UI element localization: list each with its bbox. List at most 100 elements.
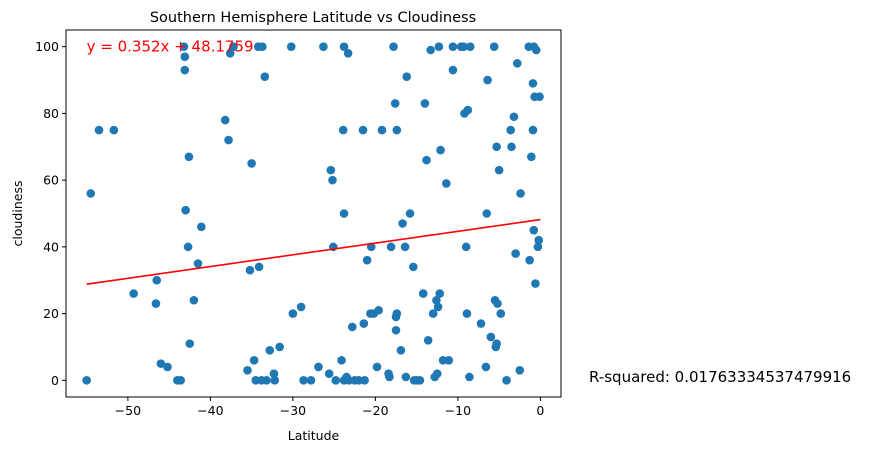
data-point xyxy=(492,339,501,348)
y-tick-label: 20 xyxy=(43,306,59,321)
data-point xyxy=(385,372,394,382)
data-point xyxy=(185,339,195,348)
data-point xyxy=(163,362,172,372)
data-point xyxy=(533,242,543,252)
data-point xyxy=(531,45,541,55)
data-point xyxy=(415,376,425,385)
data-point xyxy=(306,376,316,385)
data-point xyxy=(418,289,428,298)
data-point xyxy=(461,242,471,252)
data-points xyxy=(82,42,544,385)
y-tick-label: 60 xyxy=(43,173,59,188)
data-point xyxy=(229,42,238,51)
data-point xyxy=(433,302,443,312)
data-point xyxy=(534,235,544,245)
data-point xyxy=(426,45,435,55)
data-point xyxy=(265,345,275,355)
data-point xyxy=(435,289,445,298)
data-point xyxy=(249,356,259,365)
data-point xyxy=(516,189,525,198)
data-point xyxy=(528,125,538,135)
data-point xyxy=(400,242,410,252)
y-axis-ticks: 0 20 40 60 80 100 xyxy=(35,39,66,388)
x-tick-label: −10 xyxy=(445,403,471,418)
data-point xyxy=(389,42,398,51)
data-point xyxy=(288,309,298,318)
data-point xyxy=(509,112,519,122)
data-point xyxy=(181,205,190,215)
data-point xyxy=(359,319,369,328)
data-point xyxy=(525,255,534,265)
data-point xyxy=(94,125,104,135)
data-point xyxy=(193,259,203,268)
data-point xyxy=(405,209,415,218)
data-point xyxy=(86,189,96,198)
data-point xyxy=(496,309,506,318)
data-point xyxy=(493,299,502,308)
chart-title: Southern Hemisphere Latitude vs Cloudine… xyxy=(150,10,476,26)
x-axis-label: Latitude xyxy=(288,428,340,443)
data-point xyxy=(225,49,235,58)
data-point xyxy=(483,75,492,85)
data-point xyxy=(482,209,492,218)
data-point xyxy=(398,219,407,228)
data-point xyxy=(247,159,256,168)
y-tick-label: 100 xyxy=(35,39,59,54)
data-point xyxy=(448,42,458,51)
data-point xyxy=(506,125,515,135)
data-point xyxy=(286,42,296,51)
data-point xyxy=(476,319,486,328)
data-point xyxy=(176,376,185,385)
data-point xyxy=(156,359,166,368)
data-point xyxy=(343,49,353,58)
data-point xyxy=(486,332,496,342)
data-point xyxy=(152,275,162,285)
data-point xyxy=(324,369,334,378)
data-point xyxy=(374,305,383,315)
data-point xyxy=(180,52,190,61)
data-point xyxy=(296,302,306,312)
data-point xyxy=(459,42,468,51)
data-point xyxy=(314,362,323,372)
y-tick-label: 0 xyxy=(51,373,59,388)
data-point xyxy=(489,42,499,51)
data-point xyxy=(337,356,346,365)
regression-line-group xyxy=(86,218,541,285)
data-point xyxy=(463,105,473,115)
data-point xyxy=(465,372,474,382)
data-point xyxy=(531,279,540,288)
data-point xyxy=(386,242,396,252)
x-tick-label: −30 xyxy=(280,403,306,418)
data-point xyxy=(409,262,418,272)
data-point xyxy=(527,152,536,162)
data-point xyxy=(377,125,387,135)
regression-equation: y = 0.352x + 48.1759 xyxy=(87,38,254,56)
data-point xyxy=(358,125,368,135)
data-point xyxy=(299,376,308,385)
data-point xyxy=(189,295,199,305)
data-point xyxy=(362,255,372,265)
data-point xyxy=(511,249,520,258)
regression-line xyxy=(86,218,541,285)
data-point xyxy=(109,125,119,135)
data-point xyxy=(481,362,491,372)
data-point xyxy=(432,295,441,305)
r-squared-annotation: R-squared: 0.01763334537479916 xyxy=(589,368,851,386)
x-tick-label: −20 xyxy=(362,403,388,418)
data-point xyxy=(462,309,472,318)
y-tick-label: 80 xyxy=(43,106,59,121)
data-point xyxy=(432,369,442,378)
data-point xyxy=(392,125,402,135)
data-point xyxy=(420,99,430,108)
data-point xyxy=(339,42,349,51)
data-point xyxy=(151,299,161,308)
data-point xyxy=(243,366,252,375)
data-point xyxy=(347,322,357,332)
data-point xyxy=(224,135,233,145)
data-point xyxy=(390,99,400,108)
data-point xyxy=(270,376,280,385)
data-point xyxy=(401,372,411,382)
data-point xyxy=(82,376,91,385)
